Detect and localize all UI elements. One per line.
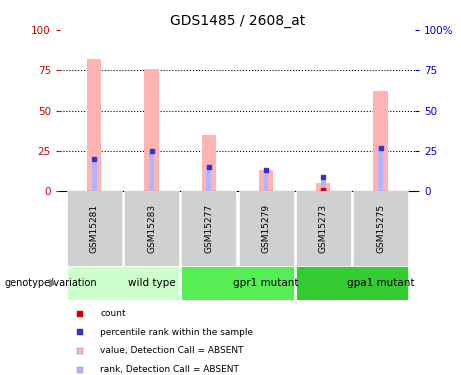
- Text: percentile rank within the sample: percentile rank within the sample: [100, 328, 253, 337]
- Bar: [296, 191, 351, 266]
- Title: GDS1485 / 2608_at: GDS1485 / 2608_at: [170, 13, 305, 28]
- Bar: [87, 59, 101, 191]
- Text: value, Detection Call = ABSENT: value, Detection Call = ABSENT: [100, 346, 243, 355]
- Bar: [67, 266, 179, 300]
- Bar: [201, 135, 216, 191]
- Bar: [378, 148, 383, 191]
- Text: rank, Detection Call = ABSENT: rank, Detection Call = ABSENT: [100, 365, 239, 374]
- Text: genotype/variation: genotype/variation: [5, 278, 97, 288]
- Bar: [207, 167, 211, 191]
- Bar: [238, 191, 294, 266]
- Bar: [149, 151, 154, 191]
- Bar: [321, 177, 325, 191]
- Text: ▶: ▶: [49, 278, 58, 288]
- Bar: [181, 191, 236, 266]
- Text: GSM15281: GSM15281: [90, 204, 99, 254]
- Bar: [373, 91, 388, 191]
- Bar: [264, 170, 268, 191]
- Text: gpr1 mutant: gpr1 mutant: [233, 278, 299, 288]
- Text: GSM15275: GSM15275: [376, 204, 385, 254]
- Text: GSM15279: GSM15279: [261, 204, 271, 254]
- Bar: [259, 170, 273, 191]
- Bar: [67, 191, 122, 266]
- Text: count: count: [100, 309, 126, 318]
- Bar: [181, 266, 294, 300]
- Bar: [144, 69, 159, 191]
- Bar: [296, 266, 408, 300]
- Text: wild type: wild type: [128, 278, 175, 288]
- Text: GSM15273: GSM15273: [319, 204, 328, 254]
- Text: GSM15283: GSM15283: [147, 204, 156, 254]
- Bar: [353, 191, 408, 266]
- Text: GSM15277: GSM15277: [204, 204, 213, 254]
- Text: gpa1 mutant: gpa1 mutant: [347, 278, 414, 288]
- Bar: [124, 191, 179, 266]
- Bar: [92, 159, 96, 191]
- Bar: [316, 183, 331, 191]
